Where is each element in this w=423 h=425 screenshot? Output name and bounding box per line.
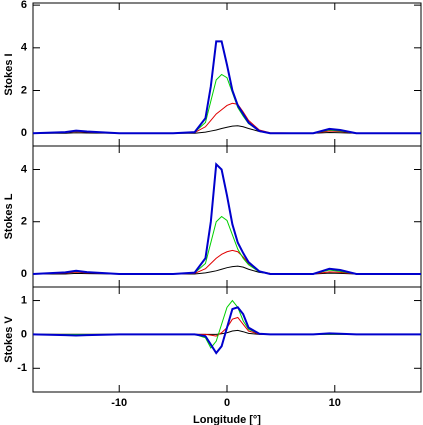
y-tick-label: 6 bbox=[21, 0, 27, 11]
series-line bbox=[32, 102, 421, 134]
x-tick-label: -10 bbox=[111, 397, 127, 409]
y-axis-label: Stokes V bbox=[3, 316, 15, 363]
plot-frame bbox=[32, 286, 422, 393]
y-tick-label: 4 bbox=[21, 42, 28, 54]
y-tick-label: 0 bbox=[21, 127, 27, 139]
y-axis-label: Stokes I bbox=[3, 53, 15, 95]
y-tick-label: 0 bbox=[21, 268, 27, 280]
x-tick-label: 10 bbox=[329, 397, 341, 409]
y-tick-label: 2 bbox=[21, 216, 27, 228]
series-line bbox=[32, 215, 421, 275]
y-tick-label: 4 bbox=[21, 163, 28, 175]
y-tick-label: 1 bbox=[21, 294, 27, 306]
series-line bbox=[32, 162, 421, 275]
series-line bbox=[32, 249, 421, 275]
x-axis-label: Longitude [°] bbox=[193, 414, 261, 425]
x-tick-label: 0 bbox=[224, 397, 230, 409]
series-line bbox=[32, 40, 421, 135]
y-tick-label: 0 bbox=[21, 328, 27, 340]
series-line bbox=[32, 306, 421, 355]
plot-frame bbox=[32, 2, 422, 147]
series-line bbox=[32, 73, 421, 134]
plot-frame bbox=[32, 145, 422, 288]
y-tick-label: -1 bbox=[17, 362, 27, 374]
y-tick-label: 2 bbox=[21, 84, 27, 96]
y-axis-label: Stokes L bbox=[3, 193, 15, 239]
